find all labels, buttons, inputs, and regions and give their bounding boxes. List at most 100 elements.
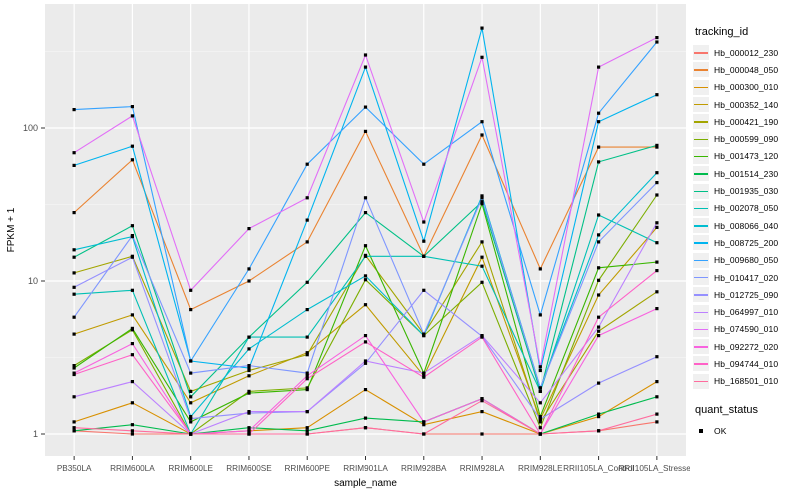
legend-key-swatch (693, 114, 709, 130)
legend-key-line (694, 380, 708, 383)
data-point (72, 420, 76, 424)
data-point (189, 432, 193, 436)
legend-item-quant-OK: OK (693, 422, 800, 439)
data-point (597, 329, 601, 333)
data-point (597, 381, 601, 385)
data-point (480, 133, 484, 137)
data-point (247, 432, 251, 436)
data-point (597, 65, 601, 69)
data-point (130, 342, 134, 346)
data-point (422, 288, 426, 292)
data-point (363, 129, 368, 133)
legend-key-line (694, 138, 708, 141)
data-point (480, 264, 484, 268)
x-tick-label: PB350LA (57, 464, 92, 473)
legend-panel: tracking_id Hb_000012_230 Hb_000048_050 Hb… (693, 26, 800, 439)
data-point (305, 386, 309, 390)
legend-item-label: Hb_008725_200 (714, 237, 779, 248)
legend-key-line (694, 277, 708, 279)
data-point (130, 105, 134, 109)
data-point (363, 211, 368, 215)
legend-key-swatch (693, 131, 709, 147)
x-tick-label: RRIM600PE (284, 464, 330, 473)
data-point (538, 415, 542, 419)
data-point (597, 325, 601, 329)
data-point (363, 361, 368, 365)
legend-key-line (694, 69, 708, 71)
data-point (305, 335, 309, 339)
data-point (597, 293, 601, 297)
legend-key-swatch (693, 62, 709, 78)
data-point (363, 65, 368, 69)
data-point (72, 151, 76, 155)
data-point (480, 26, 484, 30)
legend-item-label: Hb_009680_050 (714, 255, 779, 266)
data-point (363, 416, 368, 420)
data-point (655, 260, 659, 264)
legend-key-line (694, 242, 708, 244)
legend-title-tracking-id: tracking_id (695, 26, 749, 38)
data-point (363, 340, 368, 344)
x-tick-label: RRIM928LA (460, 464, 505, 473)
data-point (72, 332, 76, 336)
data-point (189, 308, 193, 312)
legend-key-line (694, 225, 708, 227)
data-point (305, 371, 309, 375)
data-point (597, 120, 601, 124)
data-point (305, 374, 309, 378)
legend-item-label: Hb_008066_040 (714, 220, 779, 231)
data-point (189, 395, 193, 399)
x-tick-label: RRII105LA_Stressed (618, 464, 690, 473)
data-point (305, 353, 309, 357)
data-point (655, 420, 659, 424)
x-tick-label: RRIM928LE (518, 464, 563, 473)
data-point (305, 351, 309, 355)
data-point (189, 420, 193, 424)
data-point (538, 386, 542, 390)
legend-item-Hb_000421_190: Hb_000421_190 (693, 113, 800, 130)
legend-key-swatch (693, 200, 709, 216)
data-point (247, 426, 251, 430)
data-point (247, 279, 251, 283)
data-point (597, 412, 601, 416)
data-point (480, 399, 484, 403)
data-point (480, 410, 484, 414)
legend-item-label: Hb_094744_010 (714, 358, 779, 369)
data-point (480, 194, 484, 198)
data-point (72, 255, 76, 259)
data-point (655, 225, 659, 229)
legend-item-Hb_000012_230: Hb_000012_230 (693, 44, 800, 61)
data-point (305, 429, 309, 433)
data-point (363, 334, 368, 338)
data-point (130, 288, 134, 292)
legend-key-line (694, 155, 708, 158)
data-point (597, 233, 601, 237)
data-point (247, 335, 251, 339)
data-point (655, 143, 659, 147)
legend-key-swatch (693, 148, 709, 164)
data-point (655, 193, 659, 197)
data-point (655, 395, 659, 399)
data-point (130, 353, 134, 357)
quant-item-label: OK (714, 425, 727, 436)
data-point (130, 313, 134, 317)
data-point (655, 181, 659, 185)
data-point (72, 211, 76, 215)
legend-item-label: Hb_168501_010 (714, 376, 779, 387)
data-point (363, 53, 368, 57)
data-point (363, 278, 368, 282)
data-point (655, 380, 659, 384)
data-point (305, 388, 309, 392)
legend-item-Hb_008066_040: Hb_008066_040 (693, 217, 800, 234)
legend-item-Hb_000352_140: Hb_000352_140 (693, 96, 800, 113)
data-point (655, 221, 659, 225)
data-point (363, 254, 368, 258)
legend-title-quant-status: quant_status (695, 403, 758, 416)
data-point (480, 432, 484, 436)
legend-key-line (694, 259, 708, 262)
data-point (305, 196, 309, 200)
data-point (130, 380, 134, 384)
data-point (655, 171, 659, 175)
legend-key-line (694, 86, 708, 89)
y-axis-title: FPKM + 1 (6, 207, 17, 252)
